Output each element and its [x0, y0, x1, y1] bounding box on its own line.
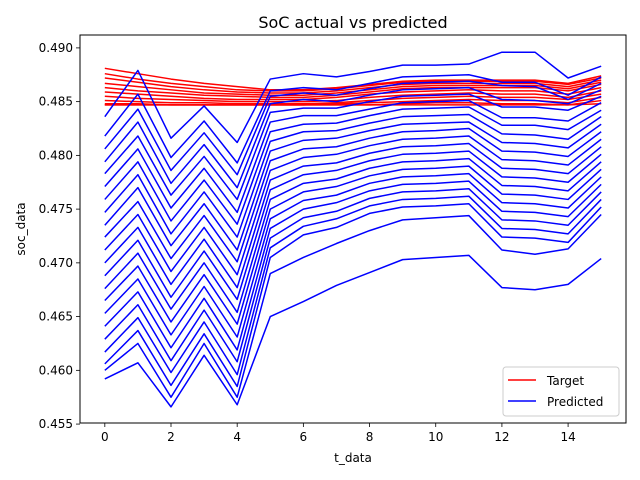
predicted-series-line-18 — [104, 113, 602, 238]
legend: Target Predicted — [502, 366, 620, 417]
x-tick-label: 8 — [366, 430, 374, 444]
predicted-series-line-26 — [104, 172, 602, 338]
x-tick-label: 4 — [233, 430, 241, 444]
predicted-series-line-30 — [104, 202, 602, 388]
predicted-series-line-24 — [104, 157, 602, 314]
tick-layer: 0 2 4 6 8 10 12 14 0.455 0.460 0.465 0.470 0.475 0.48… — [39, 41, 576, 444]
x-tick-label: 10 — [428, 430, 443, 444]
plot-frame — [79, 34, 627, 424]
predicted-series-line-29 — [104, 195, 602, 376]
y-tick-label: 0.490 — [39, 41, 73, 55]
x-tick-label: 2 — [167, 430, 175, 444]
predicted-series-line-27 — [104, 180, 602, 351]
x-tick-label: 6 — [300, 430, 308, 444]
y-tick-label: 0.470 — [39, 256, 73, 270]
x-tick-label: 12 — [494, 430, 509, 444]
target-series-line-4 — [104, 83, 602, 99]
y-tick-label: 0.480 — [39, 148, 73, 162]
y-tick-label: 0.455 — [39, 417, 73, 431]
predicted-series-line-16 — [104, 99, 602, 214]
x-axis-label: t_data — [334, 451, 372, 465]
x-tick-label: 14 — [560, 430, 575, 444]
y-tick-label: 0.465 — [39, 310, 73, 324]
predicted-series-line-19 — [104, 121, 602, 251]
predicted-series-line-11 — [104, 51, 602, 144]
predicted-series-line-17 — [104, 106, 602, 225]
legend-predicted-label: Predicted — [547, 395, 603, 409]
predicted-series-line-12 — [104, 74, 602, 164]
predicted-series-line-25 — [104, 165, 602, 325]
y-tick-label: 0.475 — [39, 202, 73, 216]
predicted-series-line-28 — [104, 187, 602, 363]
predicted-series-line-31 — [104, 213, 602, 398]
y-tick-label: 0.460 — [39, 363, 73, 377]
predicted-series-line-14 — [104, 86, 602, 189]
y-axis-label: soc_data — [14, 202, 28, 255]
target-series-line-2 — [104, 77, 602, 94]
series-layer — [104, 51, 602, 408]
legend-target-label: Target — [546, 374, 584, 388]
target-series-line-7 — [104, 93, 602, 105]
predicted-series-line-20 — [104, 127, 602, 263]
y-tick-label: 0.485 — [39, 95, 73, 109]
predicted-series-line-15 — [104, 93, 602, 201]
chart-title: SoC actual vs predicted — [258, 13, 447, 32]
predicted-series-line-23 — [104, 150, 602, 301]
x-tick-label: 0 — [101, 430, 109, 444]
target-series-line-5 — [104, 86, 602, 101]
predicted-series-line-21 — [104, 135, 602, 276]
predicted-series-line-32 — [104, 254, 602, 408]
predicted-series-line-13 — [104, 80, 602, 176]
predicted-series-line-22 — [104, 142, 602, 289]
